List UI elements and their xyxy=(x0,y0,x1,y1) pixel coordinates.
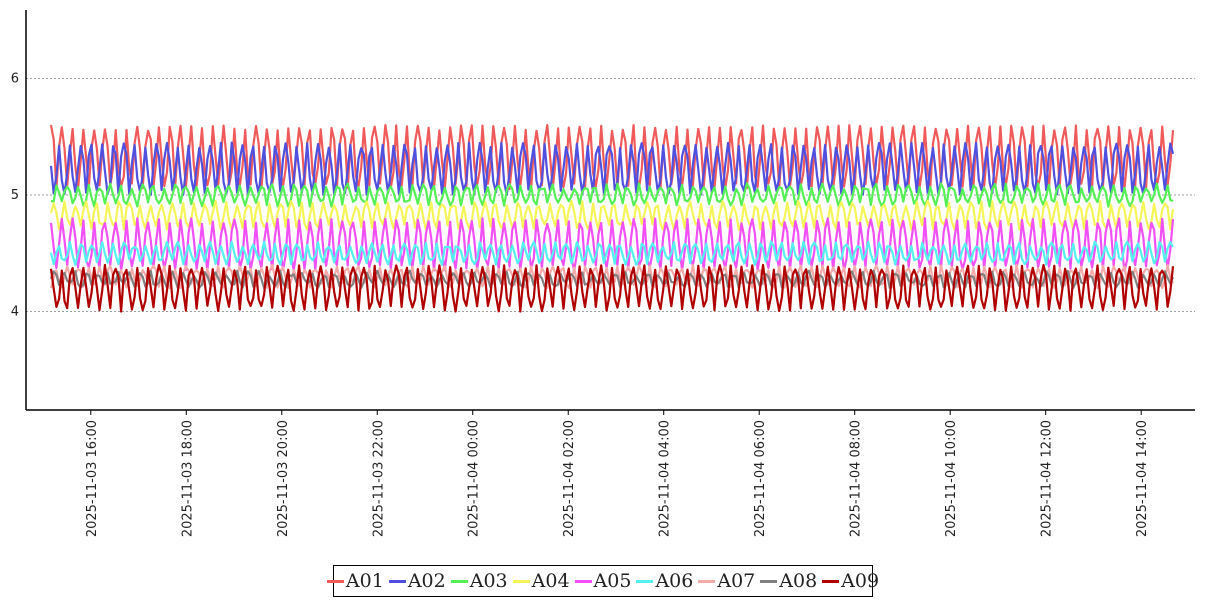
legend-label: A04 xyxy=(531,570,570,592)
legend-label: A09 xyxy=(841,570,880,592)
legend-item-a04: A04 xyxy=(512,570,570,592)
x-tick-label: 2025-11-04 10:00 xyxy=(944,420,959,537)
legend-label: A06 xyxy=(655,570,694,592)
legend-item-a03: A03 xyxy=(450,570,508,592)
legend-swatch xyxy=(760,579,778,583)
legend-item-a07: A07 xyxy=(698,570,755,592)
legend: A01 A02 A03 A04 A05 A06 A07 A08 A09 xyxy=(326,565,879,597)
x-tick-label: 2025-11-03 16:00 xyxy=(85,420,100,537)
legend-label: A08 xyxy=(779,570,818,592)
legend-label: A01 xyxy=(345,570,384,592)
y-tick-label: 5 xyxy=(11,188,19,203)
x-tick-label: 2025-11-03 18:00 xyxy=(180,420,195,537)
legend-label: A07 xyxy=(717,570,756,592)
legend-item-a06: A06 xyxy=(636,570,693,592)
x-tick-label: 2025-11-03 22:00 xyxy=(371,420,386,537)
x-tick-label: 2025-11-04 12:00 xyxy=(1040,420,1055,537)
legend-item-a08: A08 xyxy=(760,570,817,592)
x-tick-label: 2025-11-04 02:00 xyxy=(562,420,577,537)
legend-label: A05 xyxy=(593,570,632,592)
x-tick-label: 2025-11-04 08:00 xyxy=(849,420,864,537)
legend-swatch xyxy=(574,579,592,583)
series-layer xyxy=(49,124,1175,313)
series-line-a09 xyxy=(49,263,1175,313)
series-line-a03 xyxy=(50,182,1174,208)
x-tick-label: 2025-11-04 00:00 xyxy=(467,420,482,537)
x-tick-label: 2025-11-03 20:00 xyxy=(276,420,291,537)
legend-swatch xyxy=(326,579,344,583)
legend-item-a02: A02 xyxy=(388,570,446,592)
legend-item-a05: A05 xyxy=(574,570,632,592)
series-line-a02 xyxy=(49,141,1175,197)
legend-swatch xyxy=(512,579,530,583)
series-line-a06 xyxy=(49,240,1174,266)
line-chart: 456 2025-11-03 16:00 2025-11-03 18:00 2025… xyxy=(11,10,1195,537)
x-tick-label: 2025-11-04 06:00 xyxy=(753,420,768,537)
x-tick-label: 2025-11-04 04:00 xyxy=(658,420,673,537)
x-tick-label: 2025-11-04 14:00 xyxy=(1135,420,1150,537)
legend-swatch xyxy=(388,579,406,583)
legend-swatch xyxy=(450,579,468,583)
y-tick-label: 4 xyxy=(11,305,19,320)
axes xyxy=(25,10,1195,411)
legend-swatch xyxy=(822,579,840,583)
x-axis-ticks: 2025-11-03 16:00 2025-11-03 18:00 2025-11-… xyxy=(85,410,1150,537)
y-axis-ticks: 4 5 6 xyxy=(11,72,19,320)
legend-label: A03 xyxy=(469,570,508,592)
legend-swatch xyxy=(636,579,654,583)
y-tick-label: 6 xyxy=(11,72,19,87)
legend-item-a01: A01 xyxy=(326,570,384,592)
legend-label: A02 xyxy=(407,570,446,592)
legend-item-a09: A09 xyxy=(822,570,879,592)
legend-swatch xyxy=(698,579,716,583)
grid-lines xyxy=(26,78,1195,312)
series-line-a04 xyxy=(49,199,1175,231)
